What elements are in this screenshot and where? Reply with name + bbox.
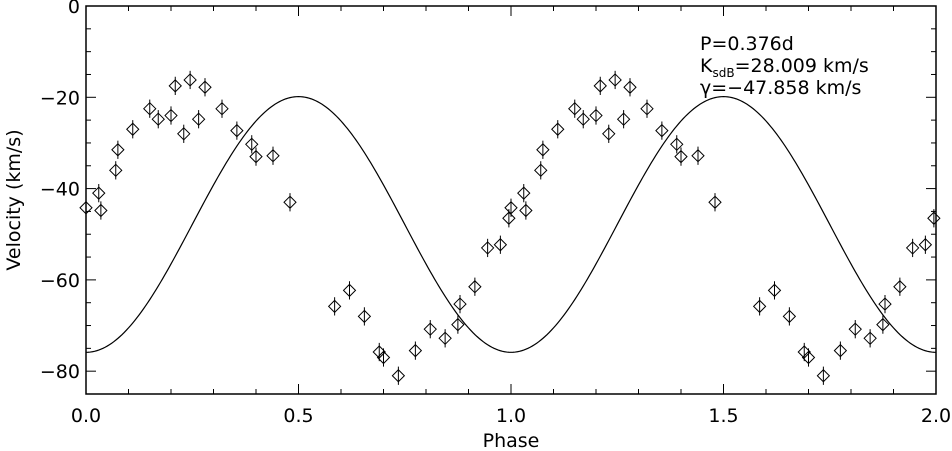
data-point [623, 78, 637, 97]
data-point [708, 193, 722, 212]
data-point [183, 70, 197, 90]
data-point [848, 320, 862, 339]
axis-ticks [85, 5, 937, 395]
y-tick-label: −20 [40, 87, 80, 109]
data-point [833, 341, 848, 360]
y-tick-label: −40 [40, 179, 80, 201]
data-point [168, 76, 182, 96]
data-point [249, 147, 263, 166]
fit-parameters-annotation: P=0.376d KsdB=28.009 km/s γ=−47.858 km/s [700, 33, 869, 99]
data-point [245, 135, 259, 154]
data-point [126, 120, 140, 139]
data-point [927, 209, 941, 228]
fit-curve [85, 95, 937, 353]
data-point [608, 70, 622, 90]
data-point [357, 307, 372, 326]
data-point [504, 198, 518, 217]
x-tick-label: 1.0 [496, 405, 526, 427]
data-point [801, 348, 816, 367]
data-point [878, 294, 892, 314]
x-tick-label: 1.5 [708, 405, 738, 427]
data-point [164, 106, 178, 125]
data-point [918, 235, 933, 254]
data-point [423, 320, 437, 339]
y-tick-label: −60 [40, 270, 80, 292]
data-point [177, 124, 191, 143]
data-point [215, 99, 229, 118]
data-point [863, 329, 877, 348]
data-point [568, 99, 582, 118]
gamma-annotation: γ=−47.858 km/s [700, 77, 861, 99]
data-point [94, 201, 108, 220]
data-point [905, 238, 920, 258]
k-value: =28.009 km/s [735, 55, 869, 77]
k-symbol: K [700, 55, 713, 77]
axis-tick-labels: 0.0 0.5 1.0 1.5 2.0 0 −20 −40 −60 −80 [40, 0, 951, 427]
y-tick-label: 0 [68, 0, 80, 18]
data-point [616, 110, 631, 129]
data-point [111, 140, 125, 159]
data-point [92, 184, 106, 203]
data-point [109, 161, 123, 180]
data-point [655, 121, 669, 140]
data-point [816, 366, 831, 385]
x-tick-label: 0.5 [283, 405, 313, 427]
data-point [327, 297, 342, 316]
x-axis-label: Phase [483, 430, 540, 451]
data-point [767, 281, 782, 300]
data-point [576, 110, 590, 129]
k-annotation: KsdB=28.009 km/s [700, 55, 869, 80]
x-tick-label: 0.0 [71, 405, 101, 427]
data-point [143, 99, 157, 118]
period-annotation: P=0.376d [700, 33, 794, 55]
y-tick-label: −80 [40, 361, 80, 383]
data-point [230, 121, 244, 140]
data-point [391, 366, 406, 385]
data-point [782, 307, 797, 326]
data-point [876, 315, 890, 334]
y-axis-label: Velocity (km/s) [3, 129, 25, 270]
x-tick-label: 2.0 [921, 405, 951, 427]
data-point [691, 146, 705, 165]
data-points [79, 70, 941, 385]
data-point [752, 297, 767, 316]
data-point [602, 124, 616, 143]
data-point [493, 235, 508, 254]
data-point [536, 140, 550, 159]
data-point [640, 99, 654, 118]
data-point [519, 201, 533, 220]
data-point [468, 277, 482, 296]
data-point [451, 315, 465, 334]
k-subscript: sdB [712, 66, 734, 80]
data-point [551, 120, 565, 139]
data-point [893, 277, 907, 296]
data-point [151, 110, 165, 129]
data-point [670, 135, 684, 154]
data-point [438, 329, 452, 348]
data-point [79, 198, 93, 217]
data-point [480, 238, 495, 258]
data-point [266, 146, 280, 165]
data-point [589, 106, 603, 125]
data-point [191, 110, 206, 129]
data-point [453, 294, 467, 314]
data-point [674, 147, 688, 166]
data-point [534, 161, 548, 180]
data-point [198, 78, 212, 97]
data-point [593, 76, 607, 96]
data-point [283, 193, 297, 212]
data-point [408, 341, 423, 360]
data-point [376, 348, 391, 367]
data-point [517, 184, 531, 203]
data-point [342, 281, 357, 300]
